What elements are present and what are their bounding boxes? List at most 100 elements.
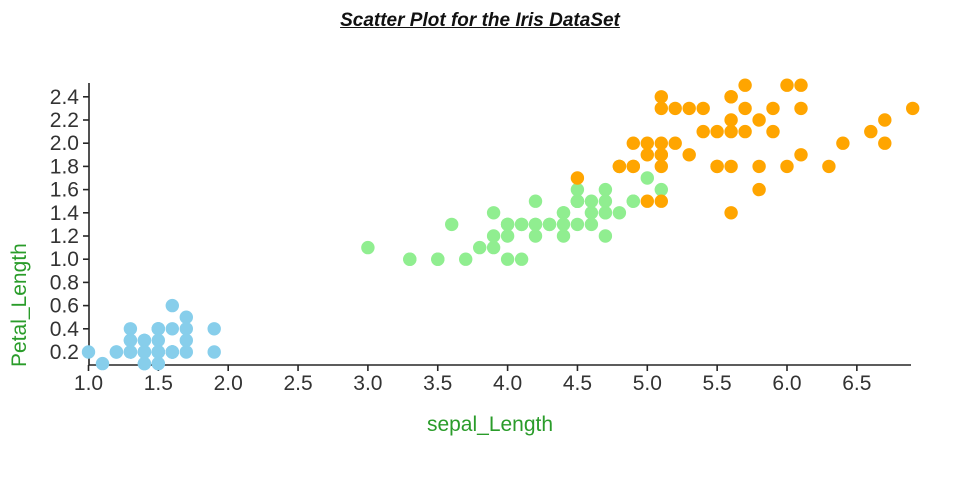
y-axis-title: Petal_Length (8, 243, 31, 367)
scatter-point (906, 101, 920, 116)
x-tick-label: 2.5 (283, 372, 312, 395)
x-tick-label: 5.0 (633, 372, 662, 395)
y-tick-label: 1.0 (50, 248, 79, 271)
scatter-point (165, 345, 179, 359)
scatter-point (710, 124, 724, 139)
series-green (361, 159, 668, 266)
x-tick-label: 1.0 (74, 372, 103, 395)
y-tick-label: 2.4 (50, 86, 80, 109)
scatter-point (612, 159, 627, 174)
scatter-point (207, 322, 221, 336)
scatter-point (123, 333, 138, 348)
scatter-point (878, 136, 892, 150)
scatter-point (598, 194, 613, 208)
scatter-point (81, 345, 96, 359)
y-tick-label: 1.4 (50, 202, 80, 225)
scatter-point (361, 240, 375, 255)
scatter-point (556, 217, 571, 232)
y-tick-label: 1.2 (50, 225, 79, 248)
scatter-point (626, 194, 640, 208)
scatter-point (878, 113, 892, 127)
scatter-point (710, 159, 724, 174)
scatter-point (179, 345, 193, 359)
scatter-point (668, 101, 682, 116)
scatter-point (570, 194, 585, 208)
x-axis-title: sepal_Length (426, 413, 554, 436)
scatter-point (137, 345, 152, 359)
scatter-point (486, 240, 501, 255)
scatter-point (598, 206, 613, 220)
y-tick-label: 0.4 (50, 318, 80, 341)
scatter-point (179, 310, 193, 324)
y-tick-label: 1.6 (50, 179, 79, 202)
y-tick-label: 0.8 (50, 271, 79, 294)
scatter-point (514, 217, 529, 232)
chart-title: Scatter Plot for the Iris DataSet (340, 10, 620, 31)
scatter-point (584, 194, 599, 208)
scatter-point (654, 194, 668, 208)
x-tick-label: 3.5 (423, 372, 452, 395)
scatter-point (570, 182, 585, 197)
scatter-point (95, 356, 110, 371)
scatter-point (179, 333, 193, 348)
scatter-point (528, 194, 543, 208)
y-tick-label: 1.8 (50, 155, 79, 178)
scatter-point (794, 101, 808, 116)
scatter-point (165, 298, 179, 313)
scatter-point (459, 252, 473, 266)
scatter-point (514, 252, 529, 266)
scatter-point (528, 229, 543, 243)
scatter-point (822, 159, 836, 174)
scatter-point (780, 78, 794, 92)
scatter-point (724, 206, 738, 220)
scatter-point (626, 159, 640, 174)
scatter-point (738, 124, 752, 139)
scatter-point (654, 182, 668, 197)
scatter-point (668, 136, 682, 150)
scatter-point (640, 148, 654, 162)
y-tick-label: 2.2 (50, 109, 79, 132)
scatter-point (752, 113, 766, 127)
scatter-point (151, 356, 165, 371)
scatter-point (486, 229, 501, 243)
scatter-point (556, 206, 571, 220)
series-orange (570, 78, 920, 220)
scatter-point (151, 322, 165, 336)
x-tick-label: 4.0 (493, 372, 522, 395)
scatter-point (864, 124, 878, 139)
scatter-point (473, 240, 487, 255)
scatter-point (738, 78, 752, 92)
scatter-point (640, 194, 654, 208)
scatter-point (696, 124, 710, 139)
scatter-point (836, 136, 850, 150)
scatter-point (724, 124, 738, 139)
x-tick-label: 3.0 (353, 372, 382, 395)
scatter-point (654, 148, 668, 162)
scatter-point (500, 229, 515, 243)
scatter-point (207, 345, 221, 359)
scatter-point (500, 252, 515, 266)
series-blue (81, 298, 221, 371)
scatter-point (640, 136, 654, 150)
scatter-point (179, 322, 193, 336)
scatter-point (766, 101, 780, 116)
y-tick-label: 0.6 (50, 295, 79, 318)
scatter-point (542, 217, 557, 232)
scatter-point (654, 136, 668, 150)
y-tick-label: 0.2 (50, 341, 79, 364)
scatter-point (626, 136, 640, 150)
scatter-point (431, 252, 445, 266)
scatter-point (151, 333, 165, 348)
scatter-point (598, 229, 613, 243)
scatter-point (570, 217, 585, 232)
scatter-point (724, 90, 738, 104)
scatter-point (151, 345, 165, 359)
x-tick-label: 2.0 (214, 372, 243, 395)
scatter-point (556, 229, 571, 243)
scatter-point (682, 101, 696, 116)
scatter-point (766, 124, 780, 139)
scatter-point (123, 345, 138, 359)
x-tick-label: 6.5 (842, 372, 871, 395)
scatter-point (738, 101, 752, 116)
scatter-point (486, 206, 501, 220)
